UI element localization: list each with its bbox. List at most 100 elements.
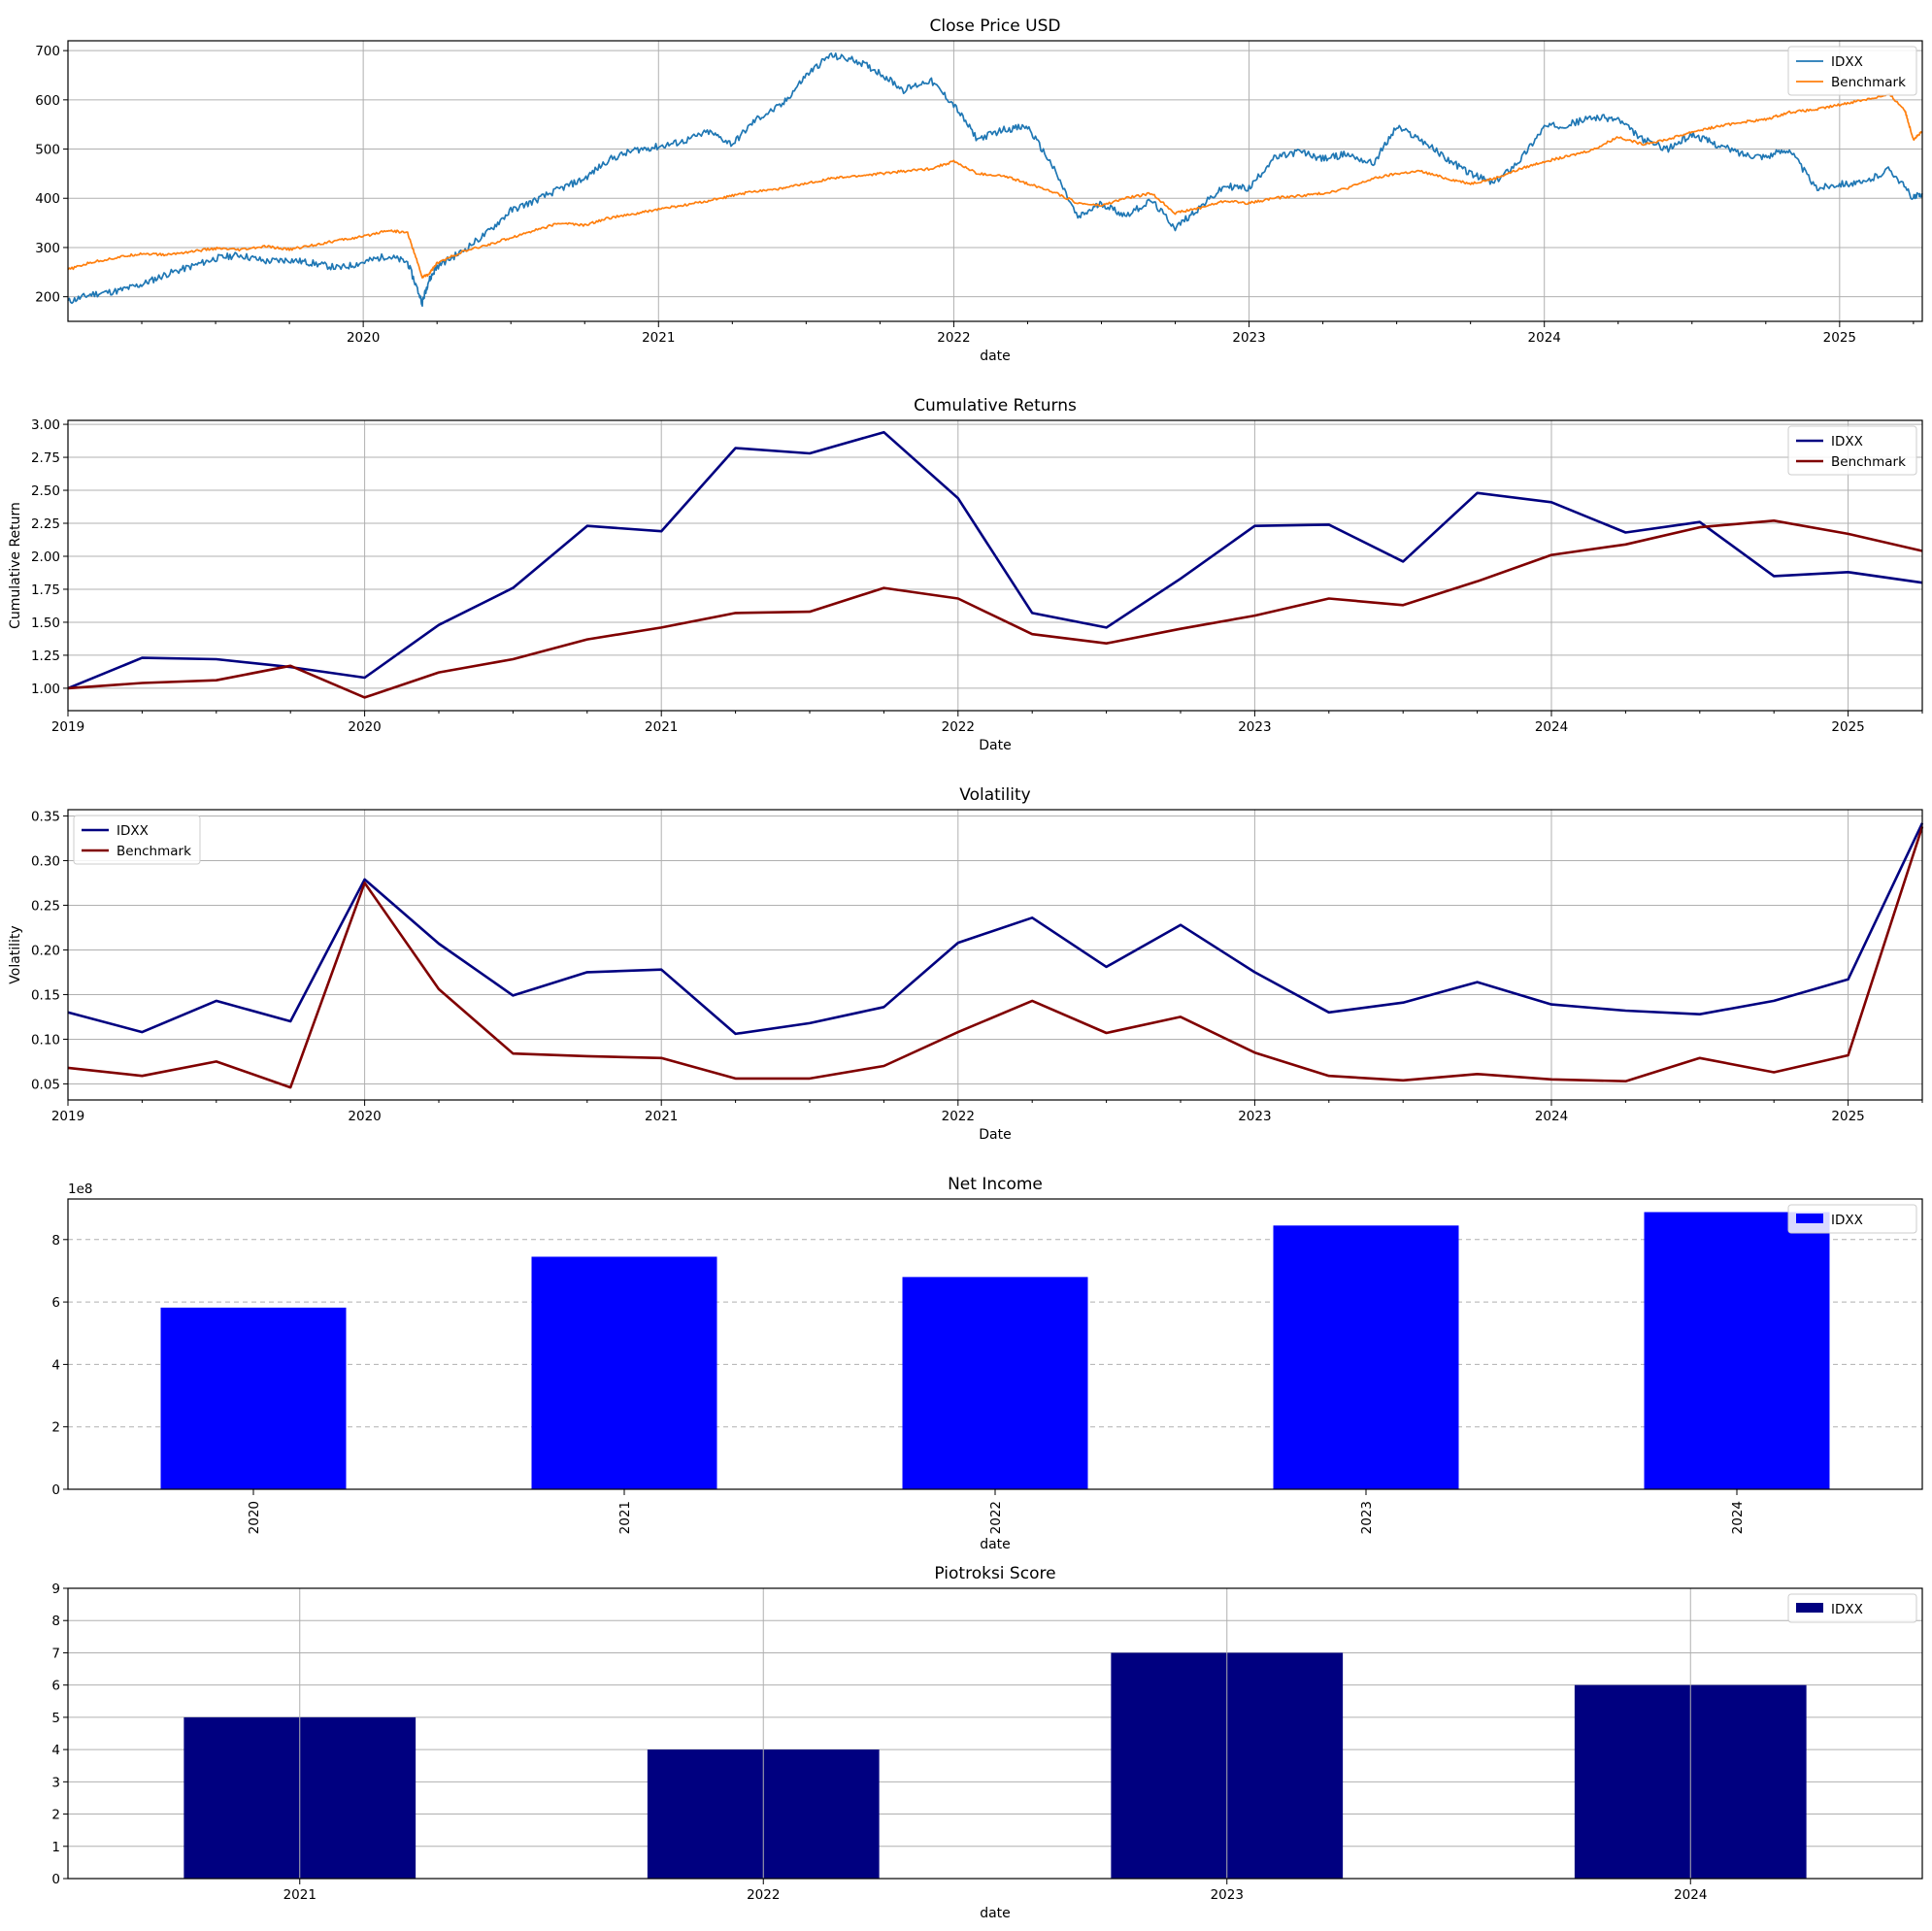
x-tick-label: 2022 xyxy=(937,330,970,346)
chart-title: Close Price USD xyxy=(930,17,1061,36)
y-tick-label: 1 xyxy=(51,1840,60,1855)
x-tick-label: 2022 xyxy=(942,719,975,735)
x-tick-label: 2023 xyxy=(1232,330,1265,346)
y-tick-label: 300 xyxy=(35,241,60,256)
y-tick-label: 2.00 xyxy=(31,549,60,565)
y-tick-label: 4 xyxy=(51,1743,60,1758)
x-tick-label: 2019 xyxy=(51,1109,84,1124)
chart-2: 0.05 0.10 0.15 0.20 0.25 0.30 0.35 2019 2020 2021… xyxy=(8,785,1924,1143)
axes-frame xyxy=(67,1587,1923,1880)
legend-frame xyxy=(1787,425,1917,476)
series-line-idxx xyxy=(67,430,1923,690)
y-tick-label: 2.50 xyxy=(31,483,60,499)
y-tick-label: 2.25 xyxy=(31,516,60,532)
y-tick-label: 0.30 xyxy=(31,853,60,869)
axes-frame xyxy=(67,809,1923,1101)
x-tick-label: 2022 xyxy=(942,1109,975,1124)
series-line-benchmark xyxy=(67,92,1923,279)
chart-title: Cumulative Returns xyxy=(914,396,1077,416)
y-axis-label: Volatility xyxy=(8,925,23,983)
legend: IDXX Benchmark xyxy=(1787,46,1917,96)
y-tick-label: 2 xyxy=(51,1808,60,1823)
x-tick-label: 2021 xyxy=(645,1109,678,1124)
y-tick-label: 7 xyxy=(51,1646,60,1661)
legend: IDXX xyxy=(1787,1204,1917,1234)
x-axis-label: date xyxy=(980,349,1011,364)
x-tick-label: 2025 xyxy=(1831,1109,1864,1124)
x-tick-label: 2020 xyxy=(347,330,380,346)
axes-frame xyxy=(67,40,1923,322)
series-line-idxx xyxy=(67,822,1924,1036)
legend-frame xyxy=(1787,46,1917,96)
y-tick-label: 3 xyxy=(51,1775,60,1790)
x-tick-label: 2020 xyxy=(348,1109,381,1124)
x-tick-label: 2022 xyxy=(747,1887,780,1903)
y-tick-label: 0.15 xyxy=(31,987,60,1003)
x-tick-label: 2023 xyxy=(1238,1109,1271,1124)
y-tick-label: 0.25 xyxy=(31,898,60,914)
legend-label: IDXX xyxy=(1831,1602,1863,1617)
x-tick-label: 2021 xyxy=(283,1887,316,1903)
y-tick-label: 0.35 xyxy=(31,809,60,824)
y-tick-label: 0.20 xyxy=(31,943,60,958)
y-tick-label: 6 xyxy=(51,1295,60,1311)
x-axis-label: date xyxy=(980,1537,1011,1552)
y-tick-label: 1.75 xyxy=(31,583,60,598)
legend: IDXX xyxy=(1787,1593,1917,1623)
y-tick-label: 0 xyxy=(51,1482,60,1498)
legend-label: Benchmark xyxy=(117,844,191,859)
y-tick-label: 5 xyxy=(51,1711,60,1726)
legend-label: Benchmark xyxy=(1831,75,1906,90)
chart-title: Net Income xyxy=(948,1175,1043,1194)
bar-2024 xyxy=(1644,1212,1830,1489)
legend-swatch xyxy=(1796,1603,1823,1613)
x-tick-label: 2023 xyxy=(1211,1887,1244,1903)
bar-2022 xyxy=(902,1277,1088,1489)
y-tick-label: 200 xyxy=(35,290,60,306)
x-tick-label: 2022 xyxy=(988,1501,1004,1534)
x-tick-label: 2024 xyxy=(1535,1109,1568,1124)
chart-title: Volatility xyxy=(959,785,1030,805)
x-tick-label: 2020 xyxy=(348,719,381,735)
chart-4: 0 1 2 3 4 5 6 7 8 9 2021 2022 2023 2024 Piotroksi Scor… xyxy=(51,1564,1923,1921)
legend: IDXX Benchmark xyxy=(1787,425,1917,476)
legend-label: IDXX xyxy=(1831,434,1863,449)
y-tick-label: 3.00 xyxy=(31,417,60,433)
y-tick-label: 2.75 xyxy=(31,450,60,466)
x-tick-label: 2021 xyxy=(642,330,675,346)
x-tick-label: 2021 xyxy=(645,719,678,735)
x-axis-label: date xyxy=(980,1906,1011,1921)
x-tick-label: 2025 xyxy=(1831,719,1864,735)
y-tick-label: 8 xyxy=(51,1233,60,1248)
legend-label: Benchmark xyxy=(1831,454,1906,470)
legend-label: IDXX xyxy=(1831,54,1863,70)
legend-frame xyxy=(1787,1593,1917,1623)
y-tick-label: 400 xyxy=(35,191,60,207)
axes-frame xyxy=(67,419,1923,712)
y-tick-label: 0.10 xyxy=(31,1032,60,1048)
x-tick-label: 2020 xyxy=(247,1501,262,1534)
y-tick-label: 2 xyxy=(51,1420,60,1436)
bar-2023 xyxy=(1273,1225,1459,1489)
x-tick-label: 2024 xyxy=(1730,1501,1746,1534)
y-tick-label: 700 xyxy=(35,44,60,59)
series-line-idxx xyxy=(67,52,1923,308)
x-tick-label: 2019 xyxy=(51,719,84,735)
legend-label: IDXX xyxy=(1831,1213,1863,1228)
series-line-benchmark xyxy=(67,826,1924,1089)
y-tick-label: 1.00 xyxy=(31,682,60,697)
x-axis-label: Date xyxy=(979,738,1011,753)
chart-0: 200 300 400 500 600 700 2020 2021 2022 2023 2024 20… xyxy=(35,17,1923,364)
chart-1: 1.00 1.25 1.50 1.75 2.00 2.25 2.50 2.75 3.00 2019… xyxy=(8,396,1923,753)
bar-2021 xyxy=(531,1256,717,1489)
x-tick-label: 2023 xyxy=(1359,1501,1375,1534)
x-tick-label: 2021 xyxy=(617,1501,633,1534)
y-tick-label: 4 xyxy=(51,1357,60,1373)
y-tick-label: 6 xyxy=(51,1679,60,1694)
x-tick-label: 2025 xyxy=(1823,330,1856,346)
x-axis-label: Date xyxy=(979,1127,1011,1143)
x-tick-label: 2023 xyxy=(1238,719,1271,735)
axes-frame xyxy=(67,1198,1923,1490)
chart-3: 0 2 4 6 8 2020 2021 2022 2023 2024 1e8 Net Income da… xyxy=(51,1175,1923,1552)
